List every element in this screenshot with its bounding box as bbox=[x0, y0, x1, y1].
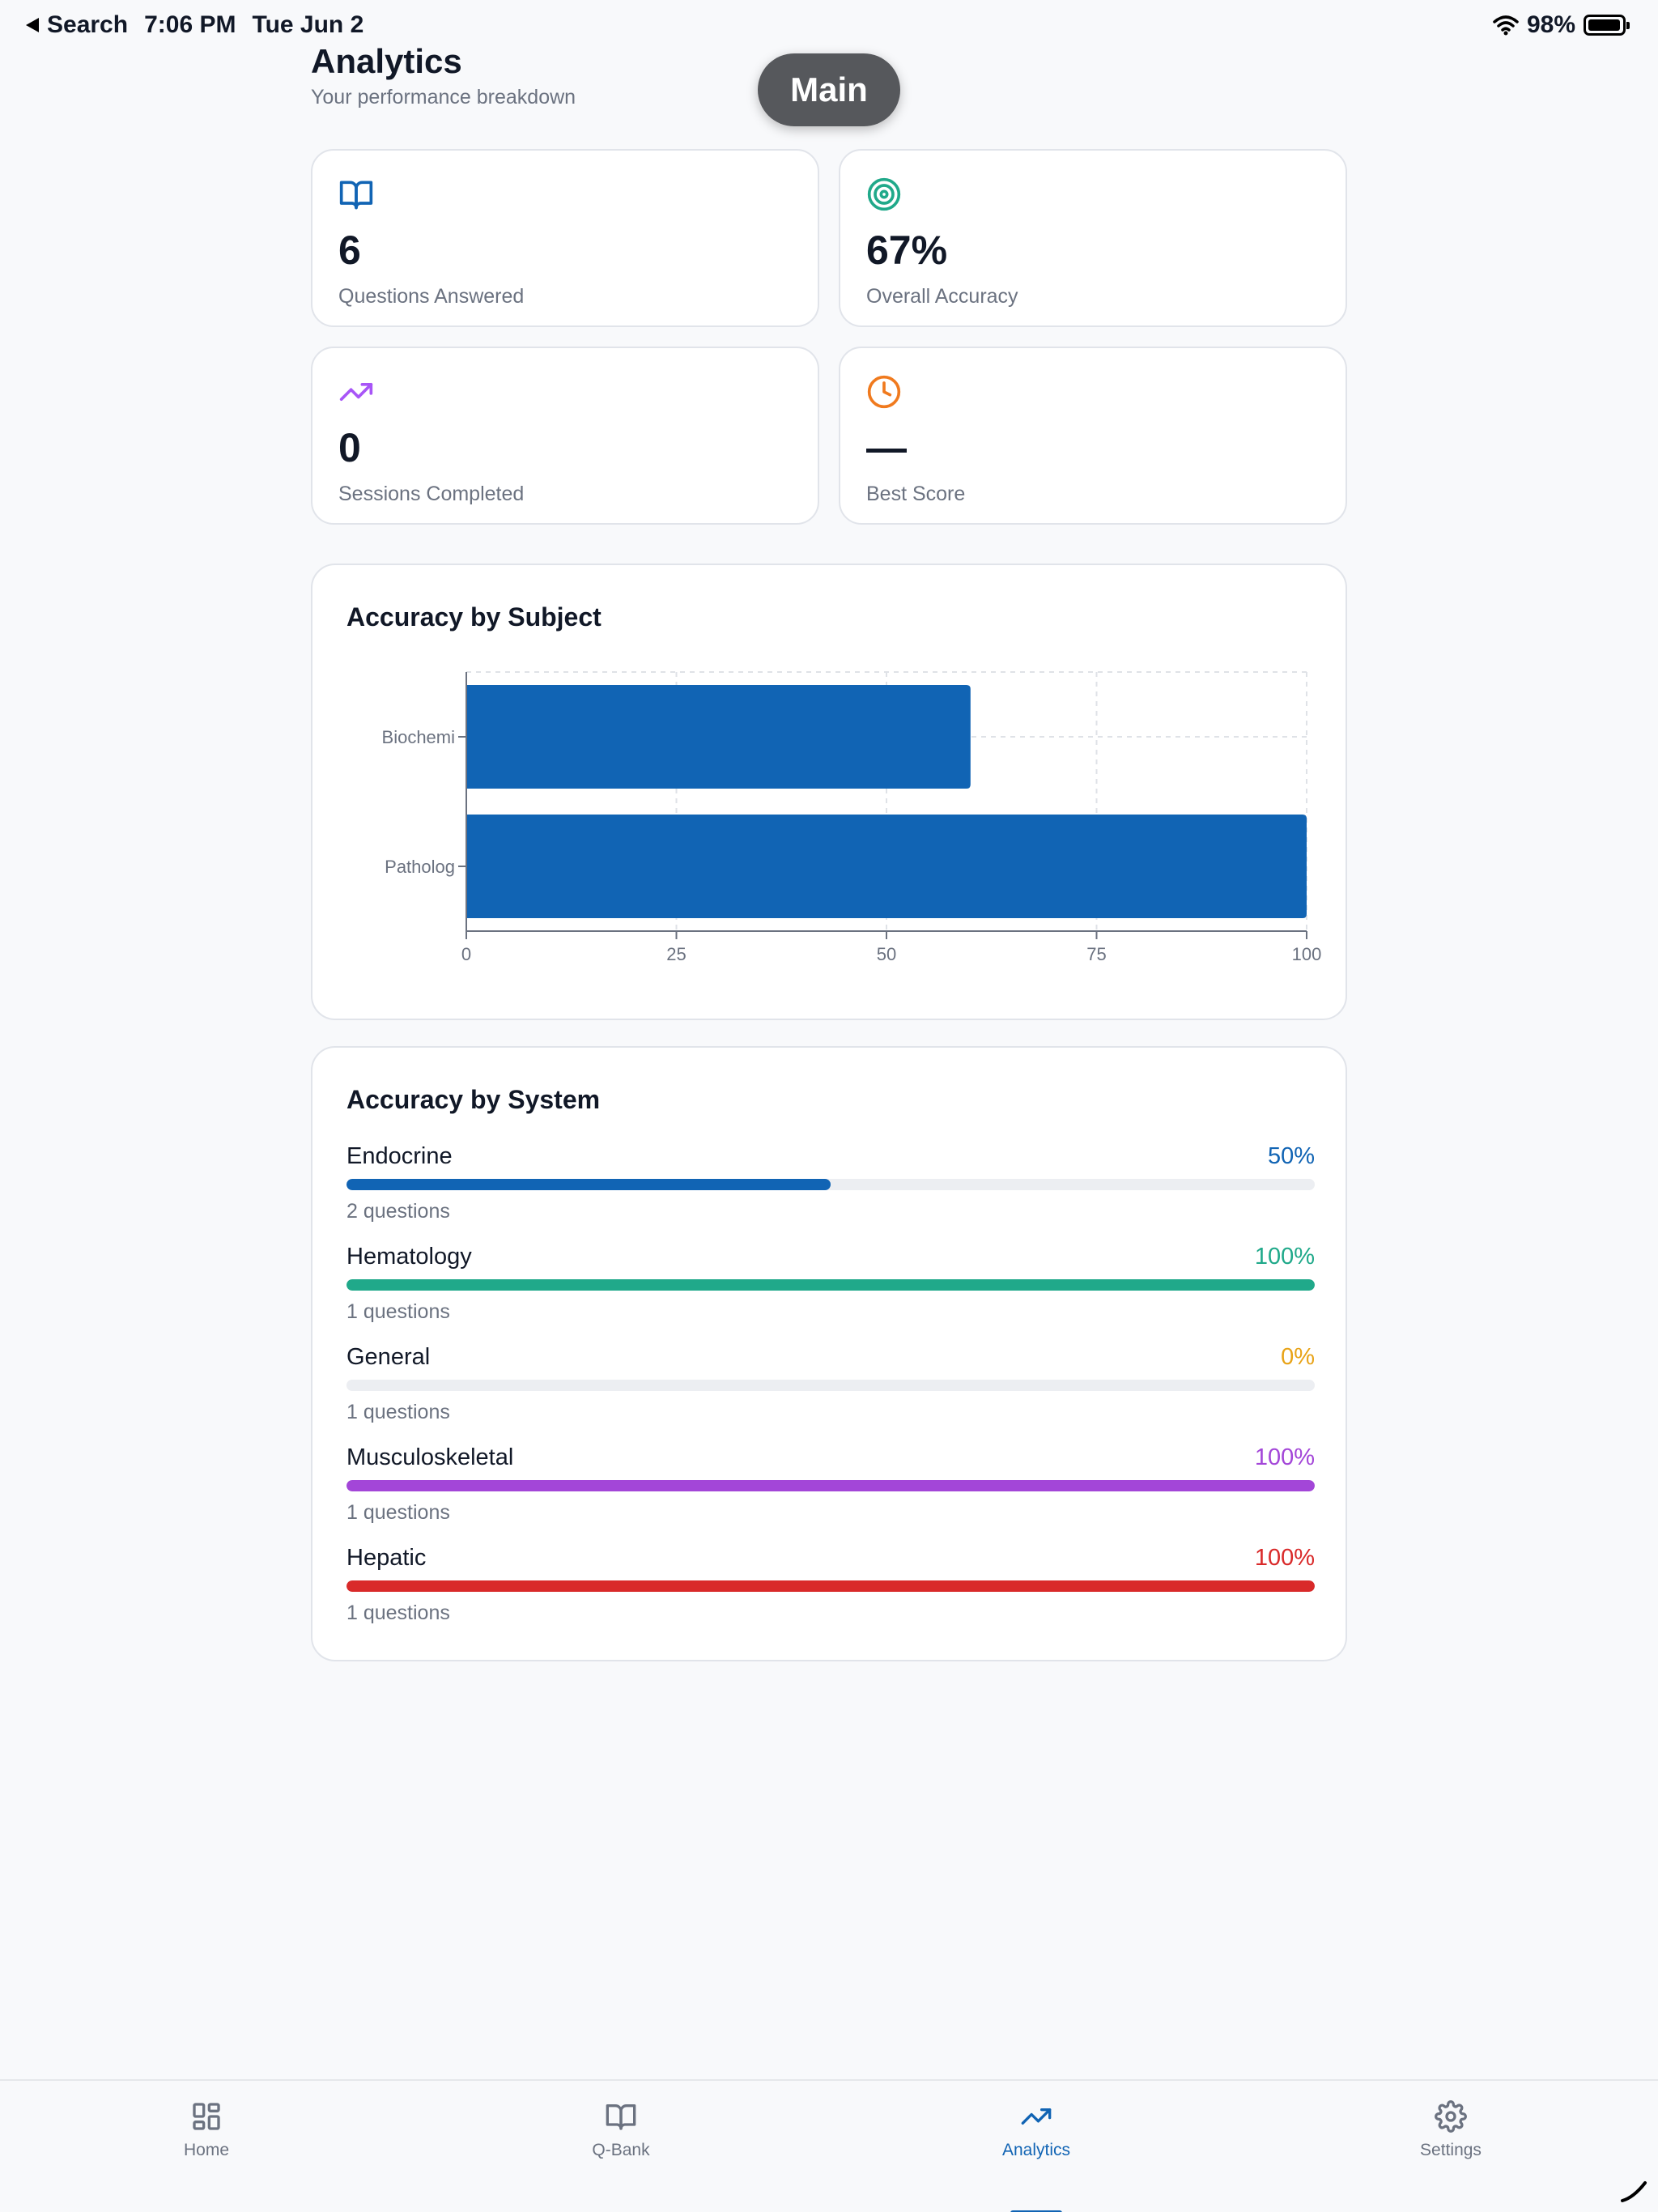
system-question-count: 1 questions bbox=[346, 1501, 450, 1524]
gear-icon bbox=[1435, 2100, 1467, 2133]
battery-percent: 98% bbox=[1526, 11, 1575, 38]
stat-label: Sessions Completed bbox=[338, 483, 525, 505]
system-row-hepatic: Hepatic 100% 1 questions bbox=[346, 1545, 1315, 1626]
x-tick-label: 75 bbox=[1086, 944, 1106, 964]
system-question-count: 1 questions bbox=[346, 1401, 450, 1423]
wifi-icon bbox=[1493, 15, 1519, 36]
system-accuracy-panel: Accuracy by System Endocrine 50% 2 questio… bbox=[311, 1046, 1347, 1661]
tab-label: Q-Bank bbox=[592, 2141, 650, 2159]
back-triangle-icon bbox=[26, 18, 39, 32]
status-bar: Search 7:06 PM Tue Jun 2 98% bbox=[0, 0, 1658, 52]
system-progress-track bbox=[346, 1480, 1315, 1491]
stat-card-sessions-completed: 0 Sessions Completed bbox=[311, 347, 819, 525]
system-progress-track bbox=[346, 1380, 1315, 1391]
trending-up-icon bbox=[1021, 2108, 1052, 2125]
stat-card-best-score: — Best Score bbox=[839, 347, 1347, 525]
status-date: Tue Jun 2 bbox=[252, 11, 364, 38]
stat-value: 67% bbox=[866, 228, 948, 273]
system-progress-track bbox=[346, 1279, 1315, 1291]
y-tick-label: Biochemi bbox=[382, 727, 455, 747]
tab-label: Analytics bbox=[1001, 2141, 1071, 2159]
system-percent: 100% bbox=[1254, 1244, 1315, 1270]
tab-home[interactable]: Home bbox=[125, 2100, 287, 2160]
tab-analytics[interactable]: Analytics bbox=[955, 2100, 1117, 2160]
status-time: 7:06 PM bbox=[144, 11, 236, 38]
system-percent: 0% bbox=[1281, 1344, 1315, 1370]
system-progress-track bbox=[346, 1580, 1315, 1592]
system-question-count: 1 questions bbox=[346, 1300, 450, 1323]
system-question-count: 2 questions bbox=[346, 1200, 450, 1223]
status-right: 98% bbox=[1493, 11, 1630, 39]
system-progress-fill bbox=[346, 1580, 1315, 1592]
system-panel-title: Accuracy by System bbox=[346, 1085, 601, 1114]
back-label: Search bbox=[47, 11, 129, 38]
stat-label: Best Score bbox=[866, 483, 966, 505]
system-progress-fill bbox=[346, 1480, 1315, 1491]
page-subtitle: Your performance breakdown bbox=[311, 86, 576, 108]
y-tick-label: Patholog bbox=[385, 857, 455, 877]
subject-accuracy-panel: Accuracy by Subject Biochemi Patholog 0 25 5… bbox=[311, 564, 1347, 1020]
target-icon bbox=[867, 177, 901, 211]
system-name: General bbox=[346, 1344, 431, 1370]
stat-card-questions-answered: 6 Questions Answered bbox=[311, 149, 819, 327]
x-tick-label: 25 bbox=[666, 944, 686, 964]
stat-value: 6 bbox=[338, 228, 361, 273]
x-tick-label: 100 bbox=[1292, 944, 1322, 964]
back-to-search-button[interactable]: Search bbox=[24, 11, 128, 39]
bar-biochemi bbox=[466, 685, 971, 789]
system-row-musculoskeletal: Musculoskeletal 100% 1 questions bbox=[346, 1444, 1315, 1525]
active-tab-indicator bbox=[1010, 2210, 1062, 2212]
system-row-endocrine: Endocrine 50% 2 questions bbox=[346, 1143, 1315, 1224]
trending-up-icon bbox=[339, 383, 373, 401]
pencil-stroke-icon bbox=[1621, 2181, 1647, 2202]
system-question-count: 1 questions bbox=[346, 1602, 450, 1624]
stat-value: — bbox=[866, 425, 907, 470]
stat-label: Questions Answered bbox=[338, 285, 525, 308]
tab-settings[interactable]: Settings bbox=[1370, 2100, 1532, 2160]
system-percent: 100% bbox=[1254, 1444, 1315, 1470]
tab-label: Home bbox=[183, 2141, 230, 2159]
main-pill-label: Main bbox=[790, 70, 868, 108]
system-name: Hematology bbox=[346, 1244, 472, 1270]
system-progress-fill bbox=[346, 1279, 1315, 1291]
system-percent: 50% bbox=[1267, 1143, 1315, 1169]
status-left: Search 7:06 PM Tue Jun 2 bbox=[24, 11, 363, 39]
x-tick-label: 50 bbox=[877, 944, 896, 964]
page-title: Analytics bbox=[311, 42, 462, 80]
subject-panel-title: Accuracy by Subject bbox=[346, 602, 602, 632]
x-tick-label: 0 bbox=[461, 944, 471, 964]
system-percent: 100% bbox=[1254, 1545, 1315, 1571]
bar-patholog bbox=[466, 815, 1307, 918]
tab-label: Settings bbox=[1420, 2141, 1482, 2159]
stat-card-overall-accuracy: 67% Overall Accuracy bbox=[839, 149, 1347, 327]
book-open-icon bbox=[606, 2104, 636, 2130]
main-pill[interactable]: Main bbox=[758, 53, 900, 126]
subject-bar-chart: Biochemi Patholog 0 25 50 75 100 bbox=[382, 671, 1322, 964]
tab-bar: Home Q-Bank Analytics Settings bbox=[0, 2079, 1658, 2212]
system-progress-track bbox=[346, 1179, 1315, 1190]
system-name: Hepatic bbox=[346, 1545, 427, 1571]
stat-value: 0 bbox=[338, 425, 361, 470]
grid-icon bbox=[193, 2103, 220, 2130]
stat-label: Overall Accuracy bbox=[866, 285, 1018, 308]
system-progress-fill bbox=[346, 1179, 831, 1190]
book-open-icon bbox=[339, 181, 373, 210]
clock-icon bbox=[867, 375, 901, 409]
tab-q-bank[interactable]: Q-Bank bbox=[540, 2100, 702, 2160]
system-name: Musculoskeletal bbox=[346, 1444, 514, 1470]
system-name: Endocrine bbox=[346, 1143, 453, 1169]
system-row-general: General 0% 1 questions bbox=[346, 1344, 1315, 1425]
battery-icon bbox=[1584, 15, 1630, 36]
system-row-hematology: Hematology 100% 1 questions bbox=[346, 1244, 1315, 1325]
